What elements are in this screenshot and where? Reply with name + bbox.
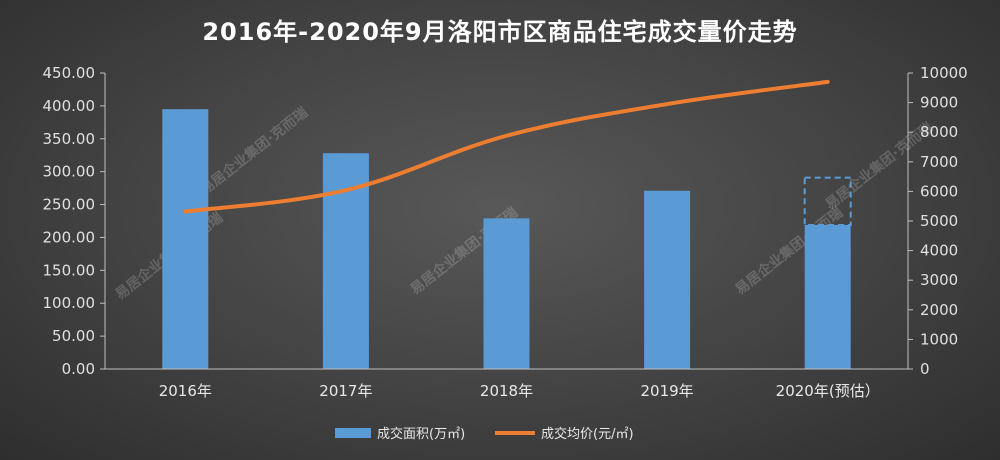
price-line [183, 79, 830, 214]
right-tick-label: 3000 [920, 271, 958, 289]
legend-line-label: 成交均价(元/㎡) [541, 426, 634, 442]
right-tick-label: 6000 [920, 182, 958, 200]
right-tick-label: 4000 [920, 242, 958, 260]
legend: 成交面积(万㎡) 成交均价(元/㎡) [335, 426, 634, 442]
left-axis-ticks: 0.00 50.00 100.00 150.00 200.00 250.00 300.00 3… [43, 64, 105, 378]
legend-bar-label: 成交面积(万㎡) [377, 426, 465, 442]
line-series [183, 79, 830, 214]
left-tick-label: 300.00 [43, 163, 96, 181]
left-tick-label: 350.00 [43, 130, 96, 148]
bar-2 [483, 218, 530, 369]
legend-bar-swatch [335, 428, 371, 438]
bar-forecast-outline [803, 176, 852, 226]
right-axis-ticks: 0 1000 2000 3000 4000 5000 6000 7000 8000 9000 100… [908, 64, 968, 378]
right-tick-label: 2000 [920, 301, 958, 319]
bar-4 [804, 224, 851, 369]
category-label: 2017年 [319, 382, 372, 400]
left-tick-label: 150.00 [43, 261, 96, 279]
left-tick-label: 0.00 [62, 360, 95, 378]
category-label: 2018年 [480, 382, 533, 400]
watermark-text: 易居企业集团·克而瑞 [197, 104, 311, 198]
right-tick-label: 0 [920, 360, 930, 378]
watermark-text: 易居企业集团·克而瑞 [822, 119, 936, 213]
right-tick-label: 1000 [920, 330, 958, 348]
right-tick-label: 5000 [920, 212, 958, 230]
category-label: 2019年 [641, 382, 694, 400]
left-tick-label: 450.00 [43, 64, 96, 82]
right-tick-label: 10000 [920, 64, 968, 82]
left-tick-label: 250.00 [43, 196, 96, 214]
left-tick-label: 400.00 [43, 97, 96, 115]
category-label: 2020年(预估） [776, 382, 880, 400]
bar-3 [644, 190, 691, 369]
left-tick-label: 100.00 [43, 294, 96, 312]
right-tick-label: 7000 [920, 153, 958, 171]
category-label: 2016年 [159, 382, 212, 400]
left-tick-label: 200.00 [43, 228, 96, 246]
bar-series [162, 109, 852, 369]
right-tick-label: 9000 [920, 94, 958, 112]
chart-title: 2016年-2020年9月洛阳市区商品住宅成交量价走势 [202, 18, 797, 46]
right-tick-label: 8000 [920, 123, 958, 141]
category-labels: 2016年 2017年 2018年 2019年 2020年(预估） [159, 382, 880, 400]
left-tick-label: 50.00 [52, 327, 95, 345]
bar-0 [162, 109, 209, 369]
